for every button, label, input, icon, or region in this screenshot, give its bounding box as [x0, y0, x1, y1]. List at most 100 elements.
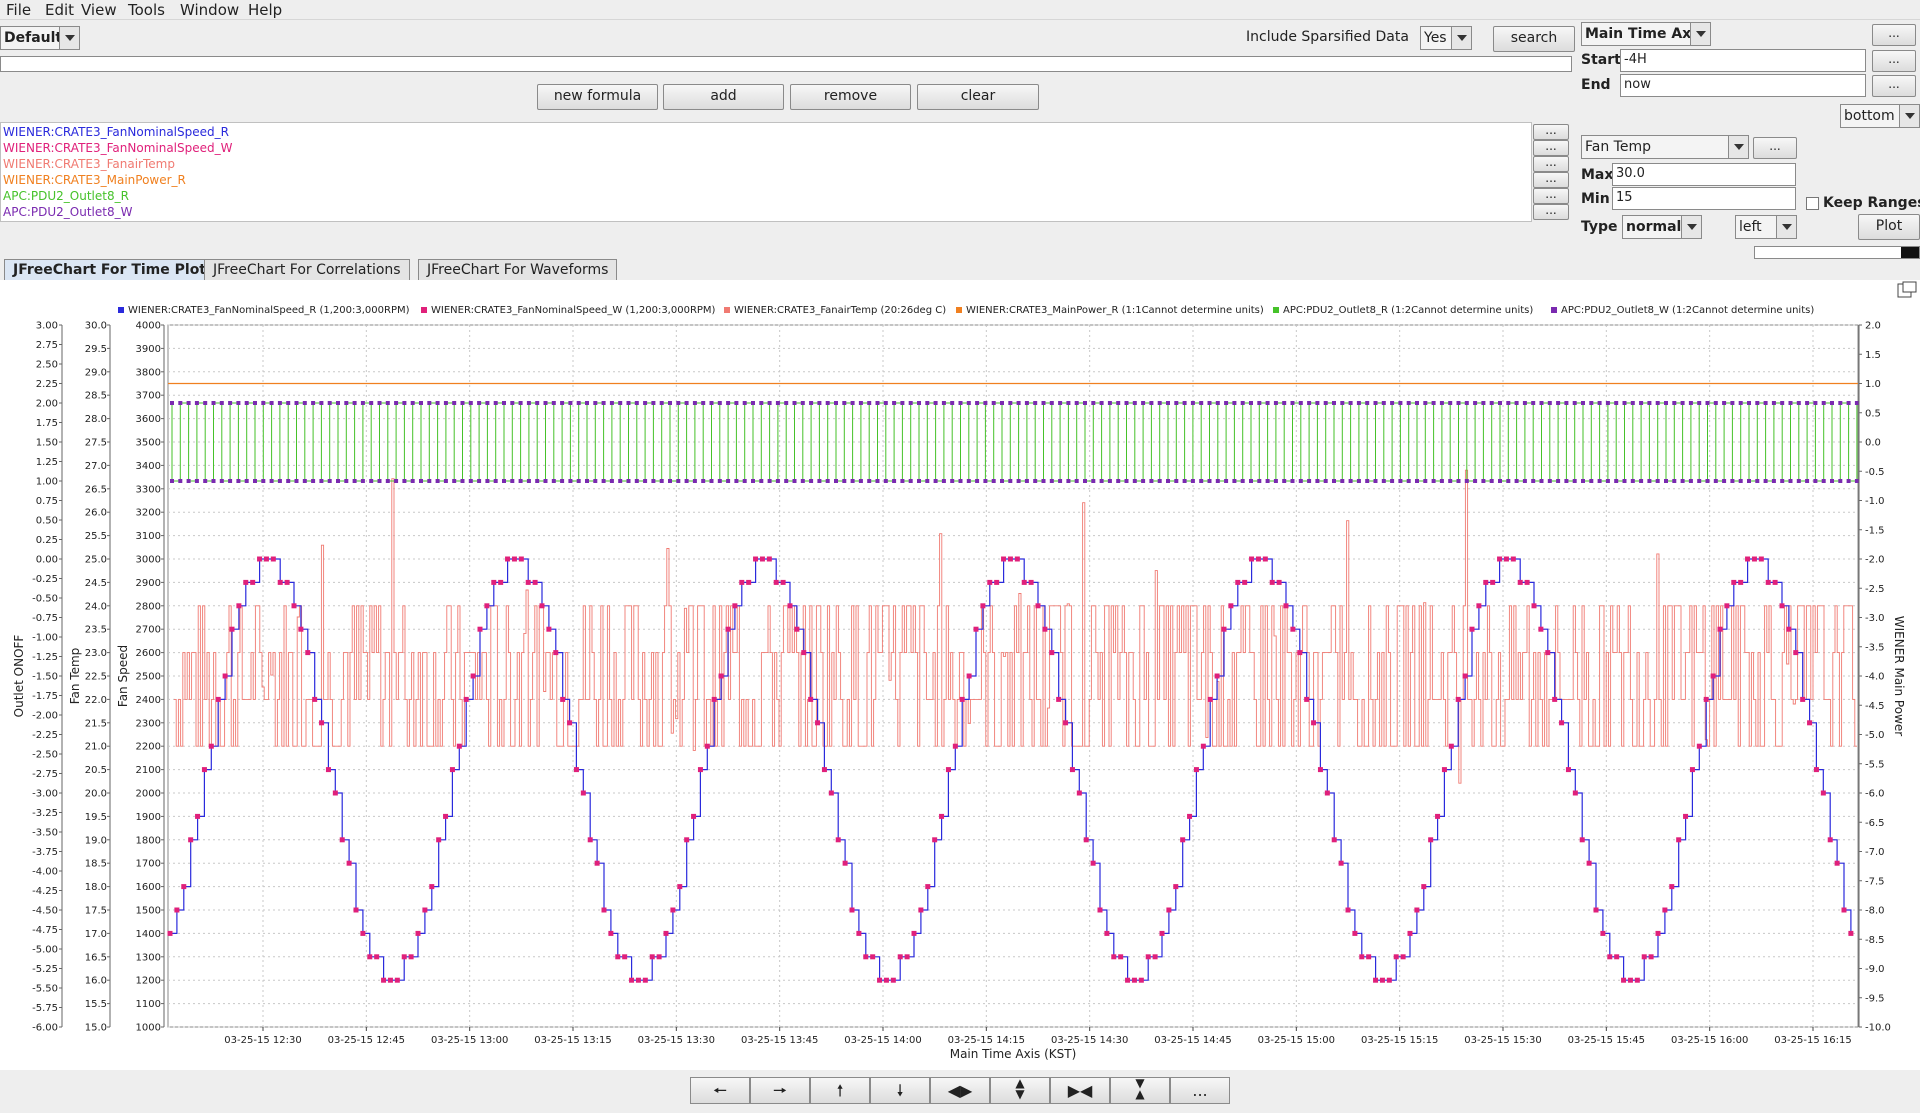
chevron-down-icon[interactable]: [1690, 23, 1710, 45]
outlet-w-point-low: [1614, 479, 1619, 483]
menu-view[interactable]: View: [81, 1, 117, 19]
tab-time-plots[interactable]: JFreeChart For Time Plots: [4, 259, 224, 281]
fan-speed-w-point: [1193, 767, 1199, 773]
add-button[interactable]: add: [663, 84, 784, 110]
power-tick-label: -7.0: [1865, 847, 1885, 858]
speed-tick-label: 1100: [136, 999, 161, 1010]
x-tick-label: 03-25-15 13:15: [534, 1035, 611, 1046]
time-axis-position-select[interactable]: bottom: [1840, 104, 1920, 128]
outlet-w-point-high: [1589, 401, 1594, 405]
nav-down-button[interactable]: 🠗: [870, 1077, 930, 1104]
pv-more-button-4[interactable]: ...: [1533, 172, 1569, 188]
menu-window[interactable]: Window: [180, 1, 240, 19]
outlet-w-point-low: [219, 479, 224, 483]
chevron-down-icon[interactable]: [1899, 105, 1919, 127]
min-input[interactable]: 15: [1612, 187, 1796, 210]
outlet-w-point-high: [170, 401, 174, 405]
start-input[interactable]: -4H: [1620, 49, 1866, 72]
zoom-out-horizontal-button[interactable]: ◀▶: [930, 1077, 990, 1104]
start-more-button[interactable]: ...: [1872, 50, 1916, 72]
menu-tools[interactable]: Tools: [128, 1, 165, 19]
fan-speed-w-point: [580, 790, 586, 796]
fan-speed-w-point: [890, 977, 896, 983]
keep-ranges-checkbox[interactable]: [1806, 197, 1819, 210]
nav-left-button[interactable]: 🠔: [690, 1077, 750, 1104]
zoom-in-horizontal-button[interactable]: ▶◀: [1050, 1077, 1110, 1104]
zoom-in-vertical-button[interactable]: ▼ ▲: [1110, 1077, 1170, 1104]
pv-item-outlet-r[interactable]: APC:PDU2_Outlet8_R: [3, 189, 129, 203]
end-input[interactable]: now: [1620, 74, 1866, 97]
pv-more-button-6[interactable]: ...: [1533, 204, 1569, 220]
speed-tick-label: 2600: [136, 648, 161, 659]
chevron-down-icon[interactable]: [1728, 136, 1748, 158]
new-formula-button[interactable]: new formula: [537, 84, 658, 110]
pv-item-outlet-w[interactable]: APC:PDU2_Outlet8_W: [3, 205, 133, 219]
fan-speed-w-point: [1490, 579, 1496, 585]
formula-input[interactable]: [0, 56, 1572, 72]
outlet-w-point-low: [1506, 479, 1511, 483]
outlet-tick-label: -0.25: [32, 574, 58, 585]
pv-more-button-3[interactable]: ...: [1533, 156, 1569, 172]
nav-right-button[interactable]: 🠖: [750, 1077, 810, 1104]
chevron-down-icon[interactable]: [1451, 27, 1471, 49]
outlet-w-point-high: [253, 401, 257, 405]
outlet-w-point-low: [858, 479, 863, 483]
outlet-w-point-low: [651, 479, 656, 483]
temp-tick-label: 20.0: [85, 789, 107, 800]
chevron-down-icon[interactable]: [1776, 216, 1796, 238]
start-label: Start: [1581, 52, 1621, 68]
outlet-w-point-high: [1597, 401, 1602, 405]
outlet-w-point-high: [767, 401, 772, 405]
time-plot-chart[interactable]: WIENER:CRATE3_FanNominalSpeed_R (1,200:3…: [0, 280, 1920, 1070]
outlet-w-point-high: [535, 401, 540, 405]
profile-select[interactable]: Default: [0, 26, 80, 50]
pv-item-speed-r[interactable]: WIENER:CRATE3_FanNominalSpeed_R: [3, 125, 229, 139]
tab-correlations[interactable]: JFreeChart For Correlations: [204, 259, 410, 281]
fan-speed-w-point: [1001, 556, 1007, 562]
nav-up-button[interactable]: 🠕: [810, 1077, 870, 1104]
menu-help[interactable]: Help: [248, 1, 283, 19]
max-input[interactable]: 30.0: [1612, 163, 1796, 186]
nav-more-button[interactable]: ...: [1170, 1077, 1230, 1104]
sparsified-select[interactable]: Yes: [1420, 26, 1472, 50]
type-select[interactable]: normal: [1622, 215, 1702, 239]
remove-button[interactable]: remove: [790, 84, 911, 110]
outlet-w-point-low: [726, 479, 731, 483]
outlet-w-point-high: [1614, 401, 1619, 405]
outlet-w-point-high: [385, 401, 390, 405]
pv-more-button-1[interactable]: ...: [1533, 124, 1569, 140]
outlet-w-point-high: [377, 401, 382, 405]
search-button[interactable]: search: [1493, 26, 1575, 52]
time-axis-more-button[interactable]: ...: [1872, 24, 1916, 46]
tab-waveforms[interactable]: JFreeChart For Waveforms: [418, 259, 618, 281]
outlet-w-point-high: [419, 401, 423, 405]
power-tick-label: -3.0: [1865, 613, 1885, 624]
plot-button[interactable]: Plot: [1858, 214, 1920, 240]
maximize-icon[interactable]: [1897, 281, 1917, 298]
outlet-w-point-high: [1423, 401, 1428, 405]
time-axis-select[interactable]: Main Time Axis: [1581, 22, 1711, 46]
chevron-down-icon[interactable]: [59, 27, 79, 49]
value-axis-select[interactable]: Fan Temp: [1581, 135, 1749, 159]
end-more-button[interactable]: ...: [1872, 75, 1916, 97]
outlet-tick-label: -4.50: [32, 906, 58, 917]
menu-file[interactable]: File: [6, 1, 32, 19]
pv-more-button-2[interactable]: ...: [1533, 140, 1569, 156]
pv-item-speed-w[interactable]: WIENER:CRATE3_FanNominalSpeed_W: [3, 141, 233, 155]
axis-side-select[interactable]: left: [1735, 215, 1797, 239]
pv-more-button-5[interactable]: ...: [1533, 188, 1569, 204]
menu-edit[interactable]: Edit: [45, 1, 75, 19]
series-fanair-temp: [174, 469, 1857, 784]
chevron-down-icon[interactable]: [1681, 216, 1701, 238]
fan-speed-w-point: [1758, 556, 1764, 562]
zoom-out-vertical-button[interactable]: ▲ ▼: [990, 1077, 1050, 1104]
value-axis-more-button[interactable]: ...: [1753, 137, 1797, 159]
fan-speed-w-point: [753, 556, 759, 562]
pv-item-fanair-temp[interactable]: WIENER:CRATE3_FanairTemp: [3, 157, 175, 171]
outlet-w-point-high: [1033, 401, 1038, 405]
outlet-w-point-high: [1107, 401, 1112, 405]
outlet-w-point-low: [1365, 479, 1370, 483]
pv-item-mainpower[interactable]: WIENER:CRATE3_MainPower_R: [3, 173, 186, 187]
fan-speed-w-point: [759, 556, 765, 562]
clear-button[interactable]: clear: [917, 84, 1039, 110]
